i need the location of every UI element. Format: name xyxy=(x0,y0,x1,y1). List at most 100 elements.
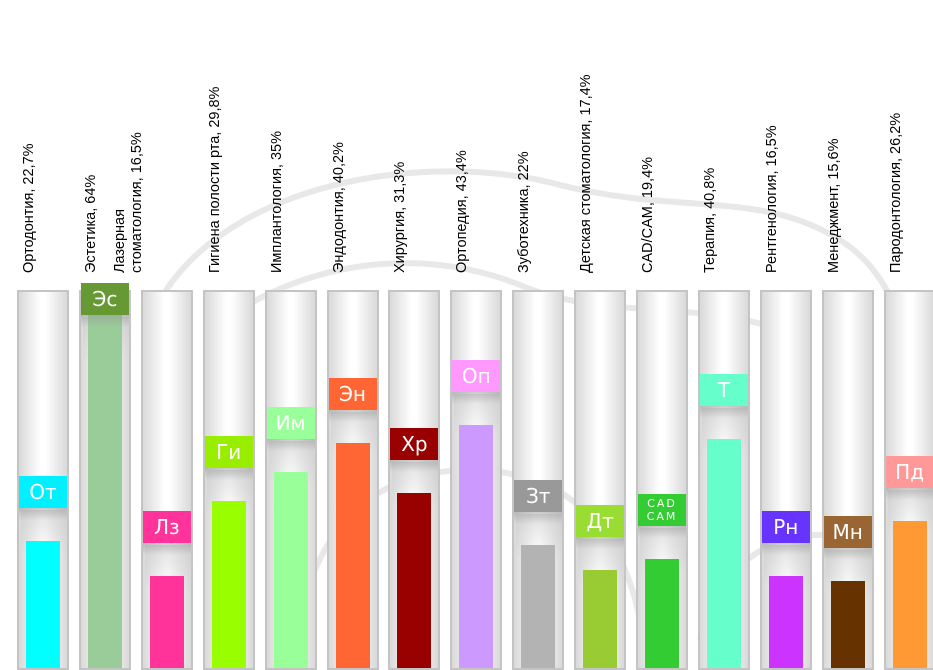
category-abbreviation-badge: Эс xyxy=(80,283,129,327)
category-label-line: Гигиена полости рта, 29,8% xyxy=(206,86,223,273)
category-abbreviation-badge: Зт xyxy=(514,479,563,524)
bar-column: Эн Эндодонтия, 40,2% xyxy=(324,0,382,670)
badge-shadow xyxy=(266,438,315,451)
bar xyxy=(149,575,184,668)
category-label-line: CAD/CAM, 19,4% xyxy=(640,156,656,273)
category-label-line: Менеджмент, 15,6% xyxy=(825,138,842,273)
bar xyxy=(87,309,122,668)
bar xyxy=(26,540,60,668)
category-label-line: Ортопедия, 43,4% xyxy=(454,150,471,273)
bar xyxy=(768,575,803,668)
category-label-line: Лазерная xyxy=(111,209,128,273)
badge-text: Хр xyxy=(401,431,428,456)
category-label: Эндодонтия, 40,2% xyxy=(331,142,348,273)
category-abbreviation-badge: Рн xyxy=(761,510,810,555)
bar-column: От Ортодонтия, 22,7% xyxy=(14,0,72,670)
category-abbreviation-badge: Т xyxy=(699,374,748,419)
bar xyxy=(397,492,432,668)
badge-shadow xyxy=(638,526,686,539)
category-label-line: Ортодонтия, 22,7% xyxy=(21,143,37,273)
bar xyxy=(459,424,494,668)
bar-column: Лз Лазерная стоматология, 16,5% xyxy=(112,0,196,670)
badge-shadow xyxy=(823,547,872,560)
category-abbreviation-badge: Им xyxy=(266,406,315,451)
category-abbreviation-badge: От xyxy=(19,475,67,520)
badge-text: Зт xyxy=(525,483,551,508)
badge-shadow xyxy=(142,542,191,555)
bar xyxy=(335,442,370,668)
badge-text: Мн xyxy=(832,519,863,544)
badge-text: Эн xyxy=(338,381,367,406)
category-abbreviation-badge: CAD CAM xyxy=(638,494,686,539)
category-label-line: Зуботехника, 22% xyxy=(516,151,533,273)
badge-text: Рн xyxy=(773,514,799,539)
category-abbreviation-badge: Хр xyxy=(390,427,439,472)
bar xyxy=(273,471,308,668)
bar xyxy=(706,439,741,668)
badge-shadow xyxy=(761,542,810,555)
category-label: Пародонтология, 26,2% xyxy=(888,113,905,273)
badge-shadow xyxy=(19,507,67,520)
badge-text: Т xyxy=(717,378,730,403)
bar xyxy=(211,500,246,668)
badge-shadow xyxy=(699,406,748,419)
badge-shadow xyxy=(80,315,129,327)
badge-text: Пд xyxy=(895,460,925,485)
bar-column: Т Терапия, 40,8% xyxy=(695,0,753,670)
category-label-line: Эстетика, 64% xyxy=(82,174,99,273)
badge-text: CAD xyxy=(647,497,677,511)
bar xyxy=(892,521,927,668)
category-label-line: Детская стоматология, 17,4% xyxy=(578,74,595,273)
category-label: CAD/CAM, 19,4% xyxy=(640,157,657,273)
category-abbreviation-badge: Пд xyxy=(885,456,933,501)
bar-column: Оп Ортопедия, 43,4% xyxy=(447,0,505,670)
bar-column: Эс Эстетика, 64% xyxy=(76,0,134,670)
badge-text: Ги xyxy=(216,439,242,464)
badge-shadow xyxy=(514,511,563,524)
category-label: Детская стоматология, 17,4% xyxy=(578,74,595,273)
category-label-line: Терапия, 40,8% xyxy=(701,167,718,273)
category-label-line: Эндодонтия, 40,2% xyxy=(330,142,347,273)
badge-shadow xyxy=(885,488,933,501)
category-label-line: Пародонтология, 26,2% xyxy=(887,112,904,273)
category-abbreviation-badge: Лз xyxy=(142,510,191,555)
category-label: Гигиена полости рта, 29,8% xyxy=(207,87,224,273)
category-label: Менеджмент, 15,6% xyxy=(826,139,843,273)
category-label: Зуботехника, 22% xyxy=(516,151,533,273)
category-abbreviation-badge: Оп xyxy=(452,359,501,404)
bar xyxy=(830,580,865,668)
category-label-line: Рентгенология, 16,5% xyxy=(763,125,780,273)
badge-text: Оп xyxy=(461,363,491,388)
bar-column: Ги Гигиена полости рта, 29,8% xyxy=(200,0,258,670)
badge-text: Лз xyxy=(153,514,180,539)
category-abbreviation-badge: Дт xyxy=(576,505,625,550)
category-label: Ортопедия, 43,4% xyxy=(454,150,471,273)
badge-shadow xyxy=(328,409,377,422)
badge-text: От xyxy=(29,479,57,504)
bar-column: Рн Рентгенология, 16,5% xyxy=(757,0,815,670)
category-label: Эстетика, 64% xyxy=(83,175,100,273)
category-label: Ортодонтия, 22,7% xyxy=(21,143,38,273)
bar-column: CAD CAM CAD/CAM, 19,4% xyxy=(633,0,691,670)
category-label-line: Имплантология, 35% xyxy=(268,130,285,273)
bar-column: Хр Хирургия, 31,3% xyxy=(385,0,443,670)
category-label: Терапия, 40,8% xyxy=(702,168,719,273)
category-label: Имплантология, 35% xyxy=(269,131,286,273)
bar-column: Им Имплантология, 35% xyxy=(262,0,320,670)
badge-shadow xyxy=(452,391,501,404)
bar xyxy=(521,544,556,668)
badge-text: CAM xyxy=(646,510,678,524)
badge-shadow xyxy=(204,467,253,480)
category-abbreviation-badge: Ги xyxy=(204,435,253,480)
bar xyxy=(583,570,618,668)
category-label-line: стоматология, 16,5% xyxy=(128,132,145,273)
category-label: Лазерная стоматология, 16,5% xyxy=(112,132,146,273)
bar xyxy=(645,559,679,668)
bar-column: Зт Зуботехника, 22% xyxy=(509,0,567,670)
badge-shadow xyxy=(390,459,439,472)
badge-text: Дт xyxy=(586,509,614,534)
bar-column: Мн Менеджмент, 15,6% xyxy=(819,0,877,670)
bar-column: Дт Детская стоматология, 17,4% xyxy=(571,0,629,670)
category-label: Рентгенология, 16,5% xyxy=(764,125,781,273)
